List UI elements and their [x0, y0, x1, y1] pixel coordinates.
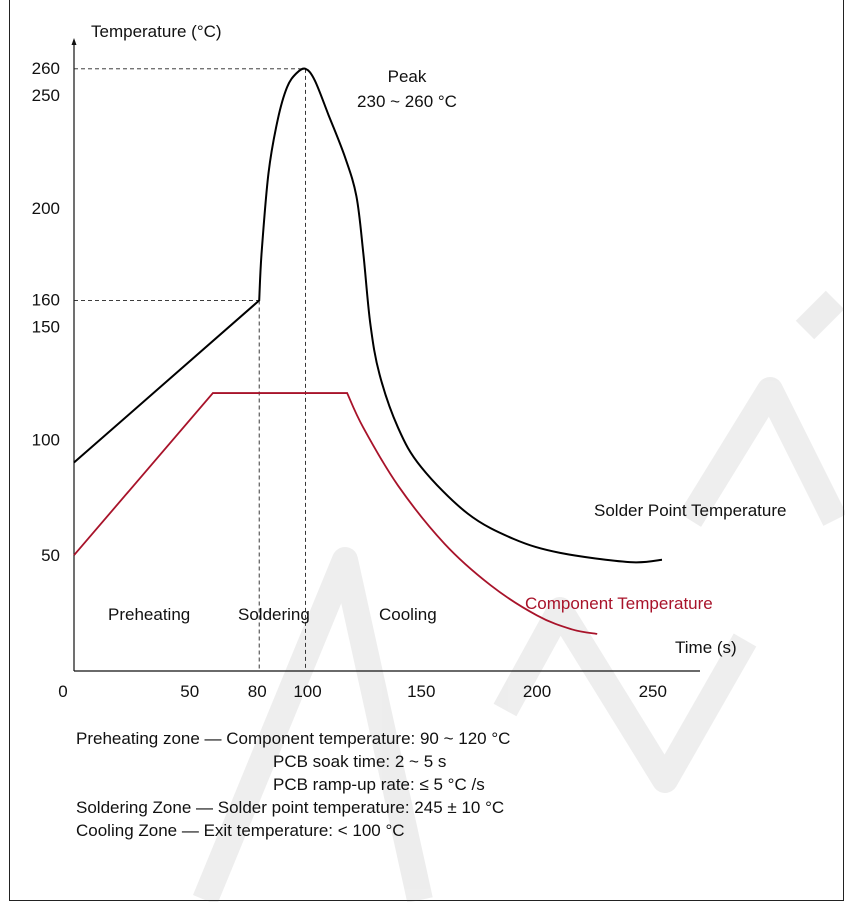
figure-frame: [9, 0, 844, 901]
note-cooling: Cooling Zone — Exit temperature: < 100 °…: [76, 821, 405, 840]
x-tick-label-100: 100: [293, 682, 321, 701]
zone-label-soldering: Soldering: [238, 605, 310, 624]
series-solder-point-temperature: [73, 67, 663, 564]
y-tick-label-100: 100: [32, 430, 60, 449]
note-ramp-rate: PCB ramp-up rate: ≤ 5 °C /s: [273, 775, 485, 794]
x-tick-label-80: 80: [248, 682, 267, 701]
y-tick-label-260: 260: [32, 59, 60, 78]
y-axis-title: Temperature (°C): [91, 22, 222, 41]
zone-notes: Preheating zone — Component temperature:…: [76, 727, 510, 842]
series-component-temperature: [73, 392, 598, 635]
watermark: [192, 290, 845, 902]
x-tick-label-150: 150: [407, 682, 435, 701]
zone-label-cooling: Cooling: [379, 605, 437, 624]
y-tick-label-200: 200: [32, 199, 60, 218]
x-tick-label-0: 0: [58, 682, 67, 701]
peak-range: 230 ~ 260 °C: [357, 92, 457, 111]
x-axis-title: Time (s): [675, 638, 737, 657]
peak-title: Peak: [388, 67, 427, 86]
y-tick-label-250: 250: [32, 86, 60, 105]
y-tick-label-50: 50: [41, 546, 60, 565]
y-tick-label-160: 160: [32, 290, 60, 309]
series-label-solder-point-temperature: Solder Point Temperature: [594, 501, 786, 520]
series-label-component-temperature: Component Temperature: [525, 594, 713, 613]
note-soak-time: PCB soak time: 2 ~ 5 s: [273, 752, 447, 771]
y-axis-arrow: [71, 38, 77, 45]
x-tick-label-50: 50: [180, 682, 199, 701]
zone-label-preheating: Preheating: [108, 605, 190, 624]
note-preheating: Preheating zone — Component temperature:…: [76, 729, 511, 748]
x-tick-label-250: 250: [639, 682, 667, 701]
y-tick-label-150: 150: [32, 318, 60, 337]
note-soldering: Soldering Zone — Solder point temperatur…: [76, 798, 505, 817]
x-tick-label-200: 200: [523, 682, 551, 701]
